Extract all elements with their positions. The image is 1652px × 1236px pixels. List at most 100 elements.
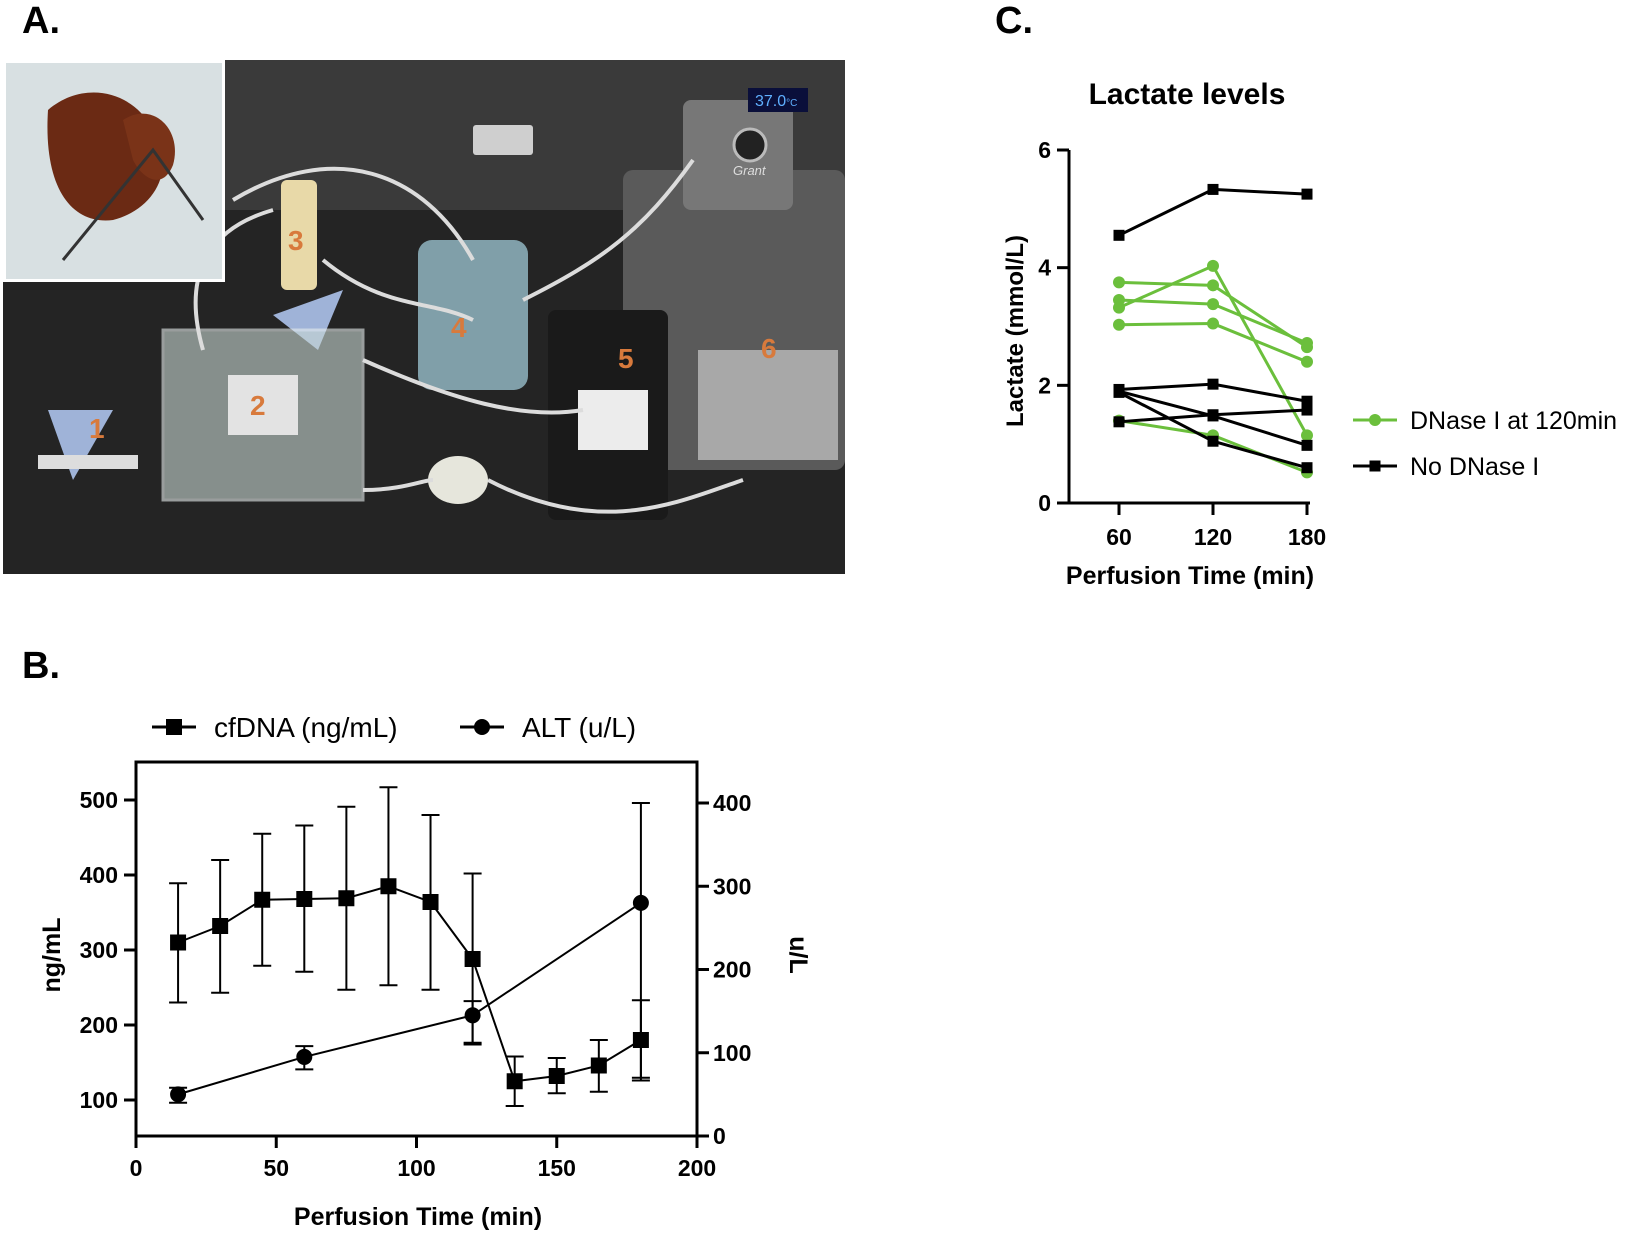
data-point: [1207, 298, 1219, 311]
component-number-3: 3: [288, 225, 304, 256]
y-axis-label-left: ng/mL: [38, 918, 66, 993]
data-point: [1301, 429, 1313, 442]
x-tick-label: 100: [397, 1155, 435, 1181]
y-tick-label: 0: [1038, 490, 1051, 516]
temp-display-text: 37.0°C: [755, 93, 797, 110]
temp-display: [748, 88, 808, 112]
reservoir-vessel: [418, 240, 528, 390]
series-line: [177, 885, 642, 1083]
data-point: [632, 894, 649, 911]
data-point: [422, 894, 439, 910]
data-point: [1301, 462, 1313, 474]
x-axis-label: Perfusion Time (min): [294, 1203, 542, 1231]
tubing-4: [362, 358, 584, 415]
panel-label-b: B.: [22, 645, 60, 687]
legend-marker: [1369, 414, 1381, 426]
data-point: [1301, 355, 1313, 368]
bubble-trap: [428, 456, 488, 504]
y-tick-label-left: 400: [80, 862, 118, 888]
data-point: [254, 891, 271, 908]
data-point: [1207, 317, 1219, 330]
data-point: [464, 1007, 481, 1024]
data-point: [1113, 276, 1125, 289]
oxygenator-stand: [273, 290, 343, 350]
y-tick-label-right: 400: [713, 790, 751, 816]
pump-head: [578, 390, 648, 450]
data-point: [170, 1086, 187, 1103]
component-number-2: 2: [250, 390, 266, 421]
data-point: [1113, 318, 1125, 331]
x-tick-label: 200: [678, 1155, 716, 1181]
data-point: [380, 878, 397, 895]
x-tick-label: 60: [1106, 524, 1132, 550]
data-point: [1207, 183, 1219, 195]
data-point: [1301, 336, 1313, 349]
power-outlet: [473, 125, 533, 155]
data-point: [548, 1068, 565, 1084]
data-point: [338, 890, 355, 907]
tubing-2: [321, 258, 474, 322]
data-point: [1207, 435, 1219, 447]
y-tick-label: 6: [1038, 137, 1051, 163]
legend-marker: [166, 719, 182, 735]
x-tick-label: 150: [538, 1155, 576, 1181]
inset-sutures: [61, 147, 205, 261]
y-tick-label-right: 200: [713, 957, 751, 983]
chart-title: Lactate levels: [1089, 78, 1286, 111]
component-number-5: 5: [618, 343, 634, 374]
x-tick-label: 50: [263, 1155, 289, 1181]
y-axis-label: Lactate (mmol/L): [1002, 235, 1029, 427]
panel-label-a: A.: [22, 0, 60, 42]
data-point: [1207, 409, 1219, 421]
data-point: [296, 1048, 313, 1065]
x-tick-label: 0: [130, 1155, 143, 1181]
oxygenator-column: [281, 180, 317, 290]
legend-marker: [474, 719, 490, 735]
y-tick-label-left: 300: [80, 937, 118, 963]
data-point: [212, 918, 229, 934]
perfusion-setup-photo: 37.0°C Grant 1 2 3 4 5 6: [3, 60, 845, 574]
panel-label-c: C.: [995, 0, 1033, 42]
legend-marker: [1369, 460, 1381, 472]
data-point: [1113, 301, 1125, 314]
y-tick-label-left: 500: [80, 787, 118, 813]
tubing-6: [487, 478, 744, 514]
component-number-1: 1: [89, 413, 105, 444]
data-point: [170, 934, 187, 951]
bath-knob: [732, 127, 768, 163]
bath-front-panel: [698, 350, 838, 460]
y-axis-label-right: u/L: [784, 936, 812, 974]
data-point: [1301, 395, 1313, 407]
y-tick-label-left: 100: [80, 1087, 118, 1113]
syringe-stand: [48, 410, 113, 480]
data-point: [1113, 229, 1125, 241]
organ-chamber-inner: [228, 375, 298, 435]
bath-brand-text: Grant: [733, 163, 767, 178]
series-line: [177, 902, 642, 1096]
data-point: [296, 891, 313, 907]
legend-label: ALT (u/L): [522, 712, 636, 743]
y-tick-label-right: 0: [713, 1123, 726, 1149]
x-tick-label: 180: [1288, 524, 1326, 550]
legend-label: cfDNA (ng/mL): [214, 712, 398, 743]
y-tick-label: 4: [1038, 255, 1051, 281]
lactate-chart: Lactate levels Lactate (mmol/L) Perfusio…: [1002, 78, 1617, 590]
data-point: [464, 951, 481, 967]
y-tick-label-right: 100: [713, 1040, 751, 1066]
tubing-5: [362, 478, 434, 492]
component-number-6: 6: [761, 333, 777, 364]
data-point: [1113, 416, 1125, 428]
data-point: [506, 1073, 523, 1090]
tubing-3: [522, 158, 695, 302]
legend-label: DNase I at 120min: [1410, 407, 1617, 435]
data-point: [1113, 386, 1125, 398]
data-point: [1207, 279, 1219, 292]
data-point: [1301, 404, 1313, 416]
tubing-1: [231, 166, 475, 261]
legend-label: No DNase I: [1410, 453, 1539, 481]
data-point: [590, 1057, 607, 1074]
data-point: [1207, 378, 1219, 390]
y-tick-label-left: 200: [80, 1012, 118, 1038]
x-tick-label: 120: [1194, 524, 1232, 550]
